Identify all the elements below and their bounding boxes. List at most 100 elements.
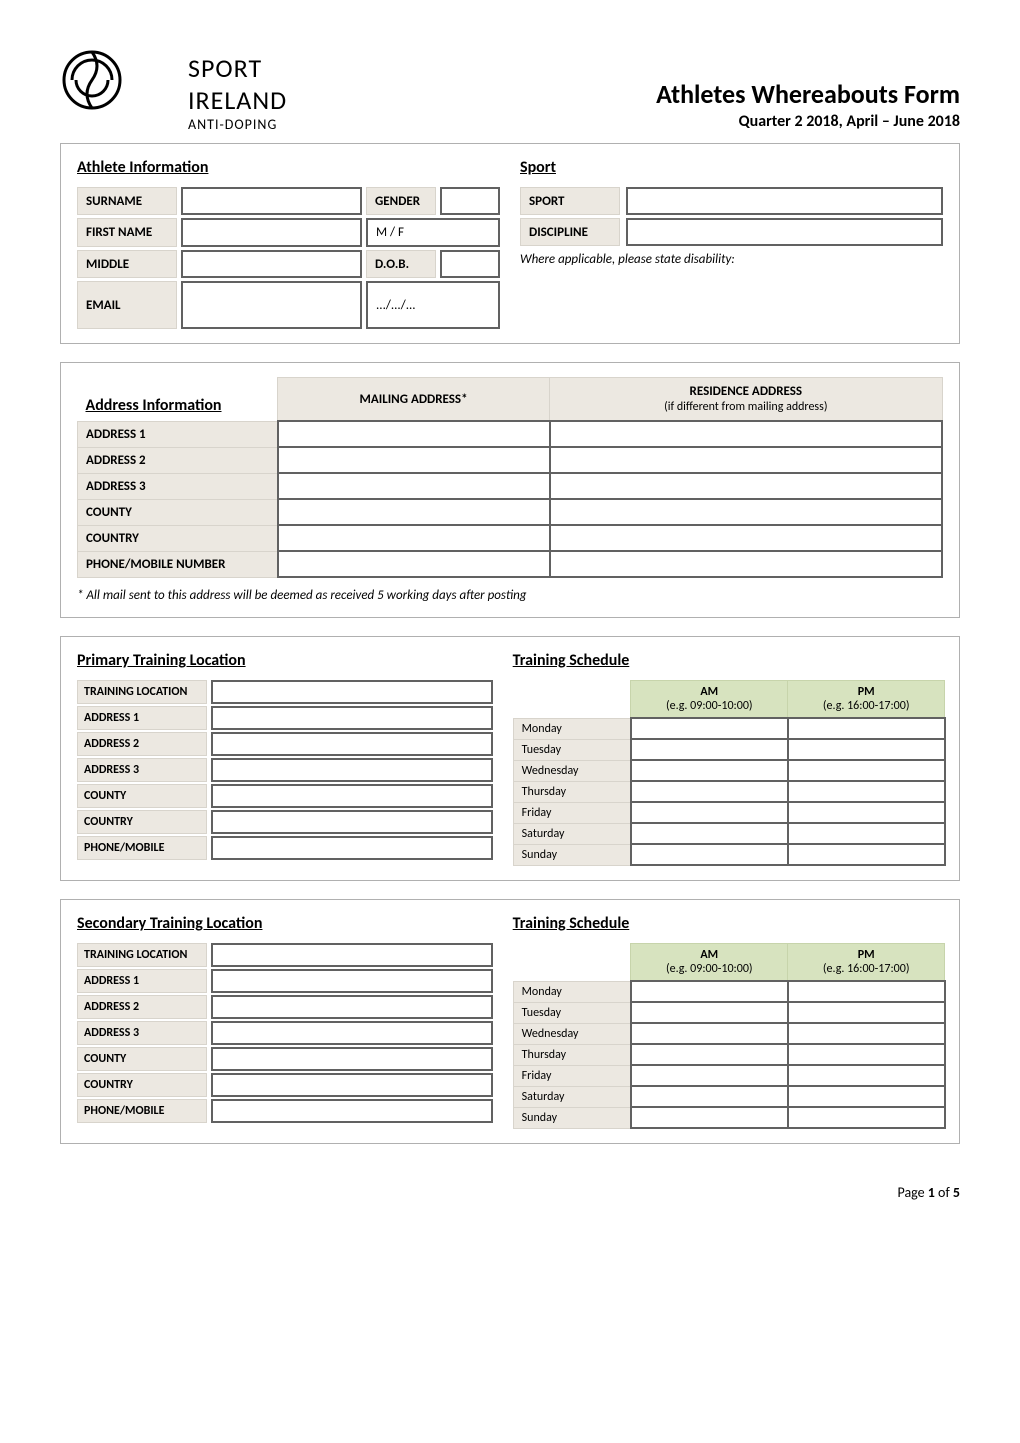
loc-label: COUNTRY [77,810,207,834]
am-slot[interactable] [631,1065,788,1086]
pm-slot[interactable] [788,823,945,844]
gender-mf[interactable]: M / F [366,218,500,247]
pm-slot[interactable] [788,1023,945,1044]
gender-field[interactable] [440,187,500,215]
loc-field[interactable] [211,810,493,834]
mailing-cell[interactable] [278,525,550,551]
athlete-info-section: Athlete Information SURNAME GENDER FIRST… [77,158,500,329]
address-row-label: COUNTRY [78,525,278,551]
mailing-col-header: MAILING ADDRESS* [278,378,550,422]
loc-field[interactable] [211,943,493,967]
day-label: Monday [513,981,631,1002]
am-slot[interactable] [631,1086,788,1107]
pm-slot[interactable] [788,1107,945,1128]
am-slot[interactable] [631,1107,788,1128]
loc-field[interactable] [211,995,493,1019]
loc-label: COUNTRY [77,1073,207,1097]
loc-label: TRAINING LOCATION [77,943,207,967]
residence-cell[interactable] [550,499,942,525]
discipline-field[interactable] [626,218,943,246]
pm-slot[interactable] [788,1065,945,1086]
loc-field[interactable] [211,1073,493,1097]
pm-slot[interactable] [788,781,945,802]
gender-label: GENDER [366,187,436,215]
loc-field[interactable] [211,706,493,730]
athlete-heading: Athlete Information [77,158,500,177]
day-label: Tuesday [513,739,631,760]
sport-field[interactable] [626,187,943,215]
address-footnote: * All mail sent to this address will be … [77,588,943,603]
am-header: AM(e.g. 09:00-10:00) [631,681,788,719]
loc-label: ADDRESS 3 [77,1021,207,1045]
loc-field[interactable] [211,758,493,782]
loc-field[interactable] [211,732,493,756]
pm-slot[interactable] [788,981,945,1002]
day-label: Wednesday [513,1023,631,1044]
firstname-field[interactable] [181,218,362,247]
address-heading: Address Information [86,396,222,415]
pm-slot[interactable] [788,1002,945,1023]
address-row-label: ADDRESS 2 [78,447,278,473]
pm-slot[interactable] [788,802,945,823]
email-field[interactable] [181,281,362,329]
loc-field[interactable] [211,1099,493,1123]
pm-slot[interactable] [788,760,945,781]
am-slot[interactable] [631,760,788,781]
residence-cell[interactable] [550,551,942,577]
mailing-cell[interactable] [278,447,550,473]
loc-field[interactable] [211,969,493,993]
am-slot[interactable] [631,802,788,823]
dob-field[interactable] [440,250,500,278]
pm-slot[interactable] [788,1086,945,1107]
residence-cell[interactable] [550,473,942,499]
middle-field[interactable] [181,250,362,278]
pm-slot[interactable] [788,718,945,739]
secondary-training-box: Secondary Training Location TRAINING LOC… [60,899,960,1144]
logo-text: SPORT IRELAND ANTI-DOPING [188,30,287,133]
am-slot[interactable] [631,844,788,865]
athlete-grid: SURNAME GENDER FIRST NAME M / F MIDDLE D… [77,187,500,329]
primary-schedule-table: AM(e.g. 09:00-10:00) PM(e.g. 16:00-17:00… [513,680,946,866]
day-label: Wednesday [513,760,631,781]
loc-label: ADDRESS 1 [77,969,207,993]
address-table: Address Information MAILING ADDRESS* RES… [77,377,943,578]
loc-field[interactable] [211,784,493,808]
loc-field[interactable] [211,1021,493,1045]
am-slot[interactable] [631,1044,788,1065]
pm-slot[interactable] [788,739,945,760]
day-label: Friday [513,802,631,823]
pm-slot[interactable] [788,1044,945,1065]
day-label: Tuesday [513,1002,631,1023]
firstname-label: FIRST NAME [77,218,177,247]
am-slot[interactable] [631,1002,788,1023]
logo-line2: IRELAND [188,84,287,116]
pm-slot[interactable] [788,844,945,865]
residence-cell[interactable] [550,525,942,551]
am-slot[interactable] [631,718,788,739]
surname-field[interactable] [181,187,362,215]
am-slot[interactable] [631,981,788,1002]
am-slot[interactable] [631,781,788,802]
loc-field[interactable] [211,1047,493,1071]
mailing-cell[interactable] [278,421,550,447]
loc-label: ADDRESS 2 [77,732,207,756]
secondary-location-grid: TRAINING LOCATIONADDRESS 1ADDRESS 2ADDRE… [77,943,493,1123]
am-slot[interactable] [631,823,788,844]
secondary-schedule-heading: Training Schedule [513,914,946,933]
dob-dots[interactable]: .../.../... [366,281,500,329]
am-slot[interactable] [631,739,788,760]
page-title: Athletes Whereabouts Form [305,78,960,110]
day-label: Thursday [513,781,631,802]
loc-field[interactable] [211,680,493,704]
mailing-cell[interactable] [278,499,550,525]
title-block: Athletes Whereabouts Form Quarter 2 2018… [305,30,960,131]
mailing-cell[interactable] [278,551,550,577]
loc-field[interactable] [211,836,493,860]
residence-cell[interactable] [550,421,942,447]
discipline-label: DISCIPLINE [520,218,620,246]
day-label: Thursday [513,1044,631,1065]
am-slot[interactable] [631,1023,788,1044]
mailing-cell[interactable] [278,473,550,499]
secondary-schedule-table: AM(e.g. 09:00-10:00) PM(e.g. 16:00-17:00… [513,943,946,1129]
residence-cell[interactable] [550,447,942,473]
